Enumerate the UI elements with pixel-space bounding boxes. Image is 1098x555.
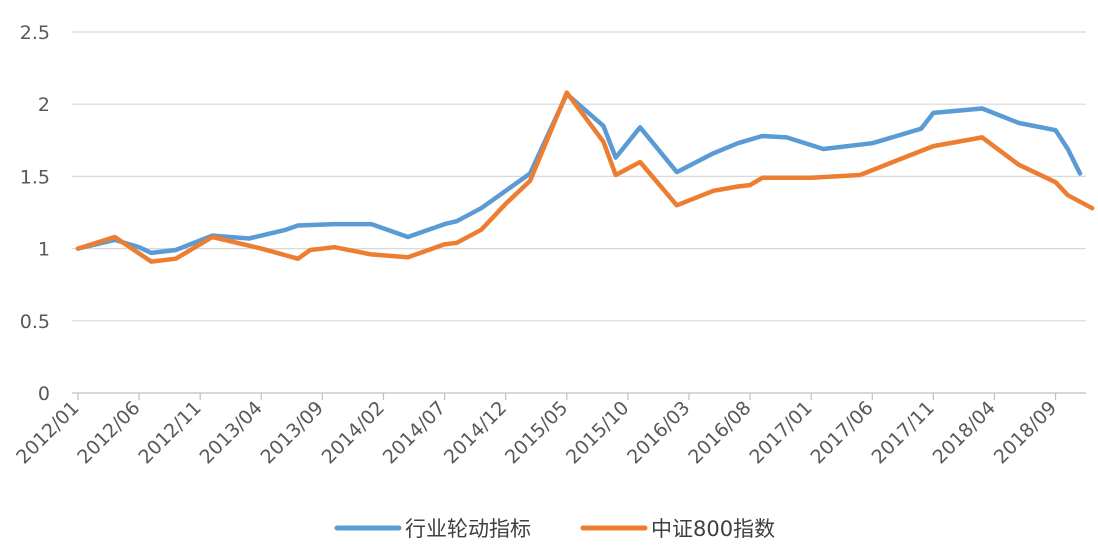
gridlines	[72, 31, 1086, 394]
x-tick-label: 2017/06	[806, 397, 877, 468]
x-tick-label: 2012/06	[73, 397, 144, 468]
x-axis-ticks: 2012/012012/062012/112013/042013/092014/…	[12, 393, 1061, 468]
series-line-2	[75, 90, 1095, 264]
x-tick-label: 2014/12	[440, 397, 511, 468]
x-tick-label: 2013/09	[257, 397, 328, 468]
legend-label: 行业轮动指标	[405, 517, 531, 541]
x-tick-label: 2015/10	[562, 397, 633, 468]
x-tick-label: 2017/01	[745, 397, 816, 468]
y-tick-label: 2.5	[20, 22, 50, 44]
y-tick-label: 2	[38, 94, 50, 116]
x-tick-label: 2014/07	[379, 397, 450, 468]
x-tick-label: 2012/01	[12, 397, 83, 468]
y-tick-label: 0	[38, 383, 50, 405]
legend: 行业轮动指标 中证800指数	[334, 517, 775, 541]
x-tick-label: 2016/08	[684, 397, 755, 468]
series-lines	[75, 90, 1095, 264]
y-tick-label: 1	[38, 239, 50, 261]
x-tick-label: 2014/02	[318, 397, 389, 468]
x-tick-label: 2017/11	[868, 397, 939, 468]
y-tick-label: 0.5	[20, 311, 50, 333]
x-tick-label: 2016/03	[623, 397, 694, 468]
legend-label: 中证800指数	[651, 517, 775, 541]
y-tick-label: 1.5	[20, 166, 50, 188]
y-axis-ticks: 0 0.5 1 1.5 2 2.5	[20, 22, 50, 405]
x-tick-label: 2013/04	[195, 397, 266, 468]
x-tick-label: 2012/11	[134, 397, 205, 468]
x-tick-label: 2018/04	[929, 397, 1000, 468]
x-tick-label: 2015/05	[501, 397, 572, 468]
series-line-1	[75, 91, 1083, 256]
x-tick-label: 2018/09	[990, 397, 1061, 468]
